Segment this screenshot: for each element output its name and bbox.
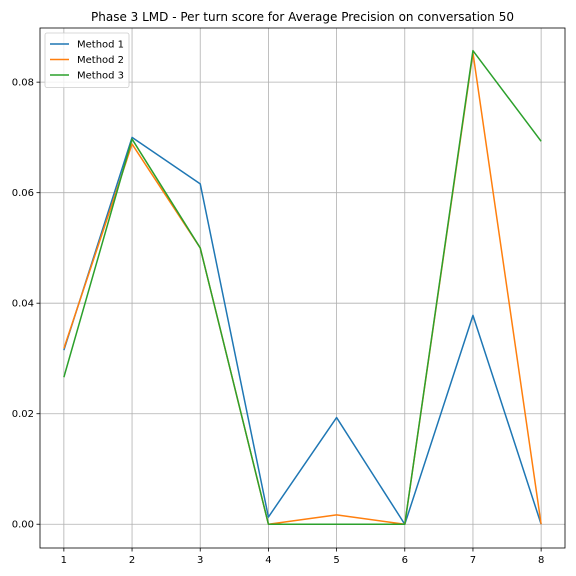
series-line-method-3 <box>63 49 542 525</box>
x-tick-label: 6 <box>402 555 408 566</box>
x-tick-label: 8 <box>538 555 544 566</box>
legend-label: Method 1 <box>77 40 124 51</box>
y-tick-label: 0.00 <box>12 520 34 531</box>
x-tick-label: 3 <box>197 555 203 566</box>
legend-label: Method 3 <box>77 71 124 82</box>
x-tick-label: 5 <box>333 555 339 566</box>
y-tick-label: 0.04 <box>12 299 34 310</box>
y-tick-label: 0.02 <box>12 409 34 420</box>
series-line-method-1 <box>63 136 542 525</box>
x-tick-label: 7 <box>470 555 476 566</box>
plot-frame <box>39 27 566 549</box>
chart-title: Phase 3 LMD - Per turn score for Average… <box>91 10 514 24</box>
legend: Method 1 Method 2 Method 3 <box>44 32 130 88</box>
x-tick-label: 1 <box>61 555 67 566</box>
x-tick-label: 2 <box>129 555 135 566</box>
series-lines <box>63 49 542 525</box>
y-tick-label: 0.08 <box>12 78 34 89</box>
legend-box <box>44 32 130 88</box>
legend-label: Method 2 <box>77 55 124 66</box>
axes <box>36 27 566 552</box>
tick-labels: 1 2 3 4 5 6 7 8 0.00 0.02 0.04 0.06 0.08 <box>12 78 545 566</box>
x-tick-label: 4 <box>265 555 271 566</box>
y-tick-label: 0.06 <box>12 188 34 199</box>
grid-lines <box>40 28 565 548</box>
